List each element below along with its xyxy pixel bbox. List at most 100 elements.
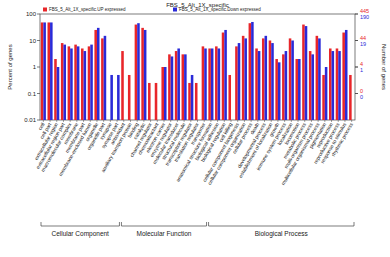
group-label: Cellular Component: [51, 230, 109, 238]
x-tick: [163, 120, 164, 122]
x-tick: [197, 120, 198, 122]
bar: [117, 75, 120, 120]
x-tick: [244, 120, 245, 122]
bar: [68, 46, 71, 120]
x-tick: [170, 120, 171, 122]
x-tick: [130, 120, 131, 122]
bar: [141, 28, 144, 120]
y-tick-label: 1: [33, 64, 37, 70]
group-bracket: [208, 222, 209, 226]
bar: [155, 83, 158, 120]
x-tick: [63, 120, 64, 122]
x-tick: [271, 120, 272, 122]
bar: [338, 51, 341, 120]
x-tick: [123, 120, 124, 122]
bar: [74, 45, 77, 120]
x-tick-label: immune system process: [255, 121, 287, 171]
y-tick-label: 0.1: [28, 91, 37, 97]
x-tick: [90, 120, 91, 122]
y2-axis-title: Number of genes: [381, 44, 387, 90]
bar: [182, 54, 185, 120]
bar: [208, 48, 211, 120]
bar: [235, 46, 238, 120]
x-tick: [251, 120, 252, 122]
bar: [318, 38, 321, 120]
chart: FBS_5_Alt_1X_specificFBS_5_Alt_1X_specif…: [0, 0, 390, 257]
x-tick: [277, 120, 278, 122]
bar: [305, 26, 308, 120]
x-tick: [231, 120, 232, 122]
bar: [128, 75, 131, 120]
y-axis-title: Percent of genes: [7, 44, 13, 89]
bar: [191, 75, 194, 120]
y2-tick: [355, 93, 358, 94]
legend-swatch: [173, 8, 177, 12]
x-tick: [217, 120, 218, 122]
x-tick: [237, 120, 238, 122]
bar: [204, 48, 207, 120]
bar: [282, 54, 285, 120]
bar: [188, 83, 191, 120]
bar: [278, 62, 281, 120]
bar: [298, 59, 301, 120]
x-tick: [210, 120, 211, 122]
group-bracket: [121, 222, 122, 226]
group-bracket: [209, 226, 354, 227]
bar: [57, 67, 60, 120]
bar: [251, 22, 254, 120]
y2-tick: [355, 67, 358, 68]
bar: [311, 54, 314, 120]
bar: [94, 30, 97, 120]
y2-tick: [355, 40, 358, 41]
x-tick: [56, 120, 57, 122]
x-tick: [96, 120, 97, 122]
bar: [97, 28, 100, 120]
x-tick: [70, 120, 71, 122]
x-tick: [150, 120, 151, 122]
bar: [302, 25, 305, 120]
bar: [224, 30, 227, 120]
bar: [249, 23, 252, 120]
bar: [342, 33, 345, 120]
legend-entry: FBS_5_Alt_1X_specific.Down expressed: [179, 7, 261, 12]
x-tick: [311, 120, 312, 122]
bar: [41, 22, 44, 120]
bar: [48, 22, 51, 120]
y2-tick-label: 1: [360, 67, 363, 73]
x-tick-label: rhythmic process: [330, 121, 354, 157]
bar: [244, 38, 247, 120]
bar: [295, 59, 298, 120]
bar: [322, 75, 325, 120]
y-tick: [37, 93, 40, 94]
x-tick: [43, 120, 44, 122]
bar: [70, 48, 73, 120]
group-bracket: [121, 226, 206, 227]
bar: [101, 38, 104, 120]
bar: [90, 45, 93, 120]
x-tick: [204, 120, 205, 122]
y-tick: [37, 40, 40, 41]
legend-entry: FBS_5_Alt_1X_specific.UP expressed: [49, 7, 126, 12]
y2-tick: [355, 67, 358, 68]
group-bracket: [119, 222, 120, 226]
y2-tick: [355, 14, 358, 15]
x-tick: [110, 120, 111, 122]
bar: [195, 83, 198, 120]
group-bracket: [41, 226, 119, 227]
x-tick: [224, 120, 225, 122]
bar: [110, 75, 113, 120]
bar: [258, 51, 261, 120]
group-bracket: [206, 222, 207, 226]
bar: [285, 51, 288, 120]
bar: [84, 51, 87, 120]
bar: [211, 48, 214, 120]
x-tick-label: multicellular organismal process: [280, 121, 321, 186]
bar: [135, 25, 138, 120]
y-tick-label: 10: [29, 38, 36, 44]
bar: [329, 48, 332, 120]
bar: [325, 67, 328, 120]
bar: [345, 30, 348, 120]
y2-tick: [355, 14, 358, 15]
y2-tick-label: 190: [360, 14, 369, 20]
group-bracket: [354, 222, 355, 226]
